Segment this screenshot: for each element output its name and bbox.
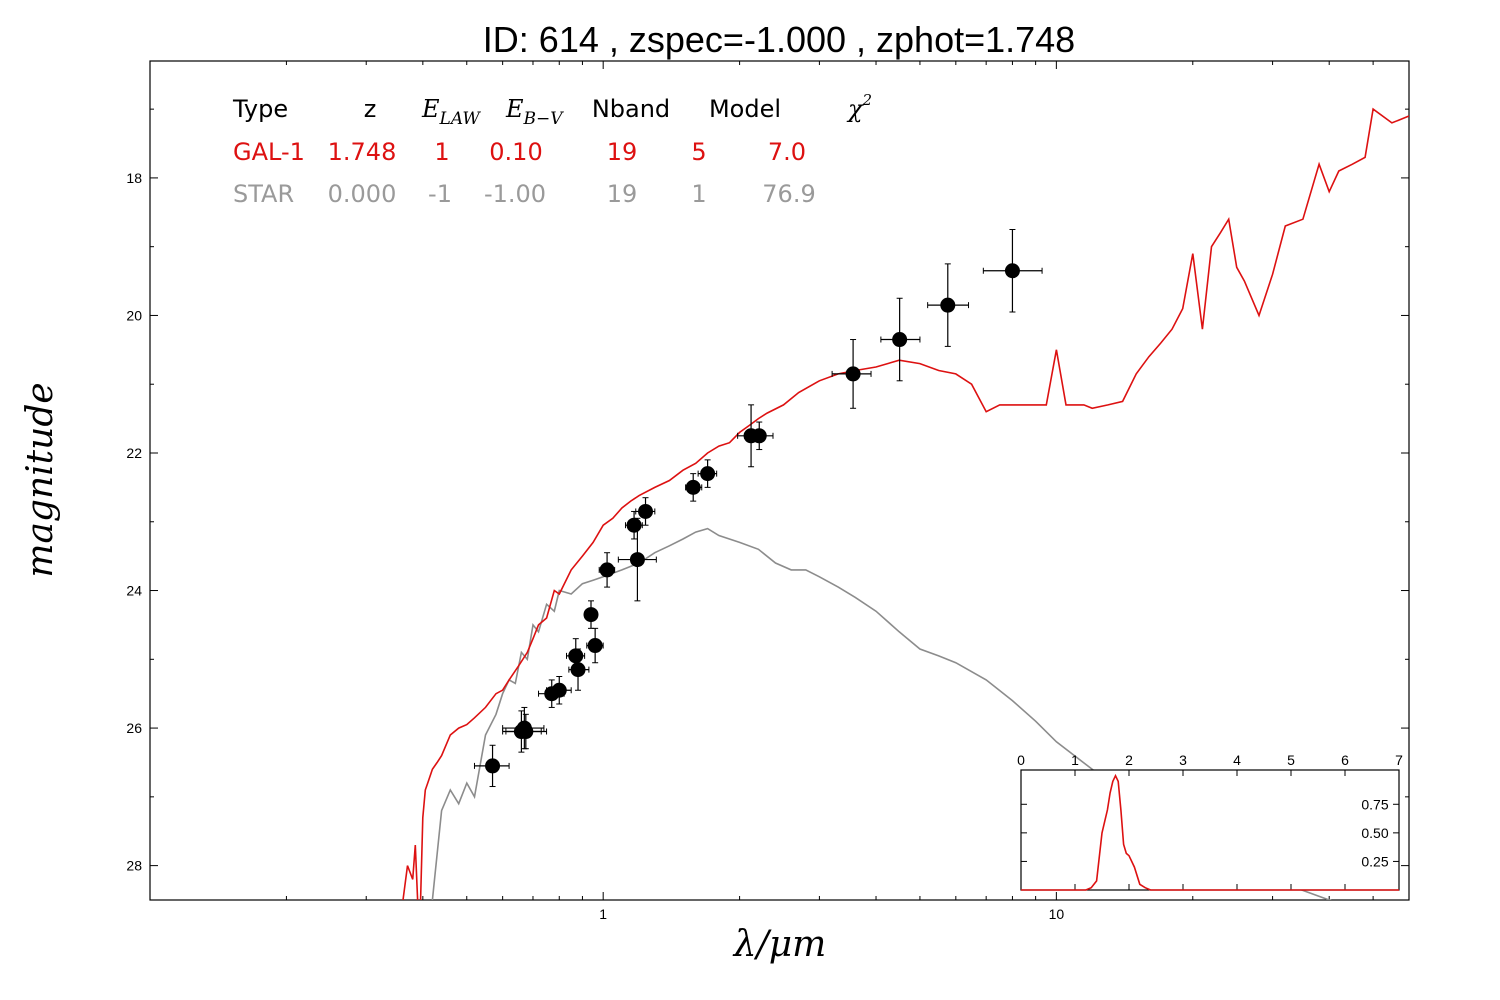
y-tick-label: 22 [126, 445, 142, 461]
data-point [1004, 263, 1020, 279]
photometry-point [598, 552, 616, 588]
photometry-points [473, 228, 1043, 788]
data-point [551, 682, 567, 698]
star-z: 0.000 [328, 180, 397, 208]
galaxy-type: GAL-1 [233, 138, 305, 166]
data-point [845, 366, 861, 382]
star-chi2: 76.9 [762, 180, 815, 208]
data-point [626, 517, 642, 533]
star-elaw: -1 [428, 180, 452, 208]
pdz-curve [1021, 773, 1399, 891]
data-point [638, 503, 654, 519]
photometry-point [635, 497, 656, 526]
galaxy-nband: 19 [607, 138, 638, 166]
star-model: 1 [691, 180, 706, 208]
data-point [599, 562, 615, 578]
photometry-point [566, 638, 586, 674]
photometry-point [685, 473, 703, 502]
data-point [629, 552, 645, 568]
pdz-inset: 0 1 2 3 4 5 6 7 0.25 0.50 0.75 [1017, 752, 1403, 891]
inset-x-tick-label: 0 [1017, 752, 1025, 768]
inset-y-tick-label: 0.25 [1361, 853, 1388, 869]
header-z: z [364, 95, 377, 123]
header-type: Type [232, 95, 288, 123]
star-template-line [431, 527, 1332, 900]
inset-x-tick-label: 6 [1341, 752, 1349, 768]
data-point [513, 724, 529, 740]
header-chi2: χ2 [846, 91, 872, 123]
header-ebv: EB−V [505, 95, 564, 129]
data-point [892, 332, 908, 348]
photometry-point [831, 339, 872, 409]
photometry-point [982, 228, 1043, 313]
photometry-point [473, 744, 510, 788]
star-nband: 19 [607, 180, 638, 208]
x-tick-label: 1 [599, 906, 607, 922]
row-galaxy: GAL-1 1.748 1 0.10 19 5 7.0 [233, 138, 806, 166]
photometry-point [568, 648, 590, 691]
inset-x-tick-label: 3 [1179, 752, 1187, 768]
plot-frame [149, 60, 1410, 901]
y-tick-label: 28 [126, 858, 142, 874]
inset-x-tick-label: 7 [1395, 752, 1403, 768]
row-star: STAR 0.000 -1 -1.00 19 1 76.9 [233, 180, 816, 208]
chart-title: ID: 614 , zspec=-1.000 , zphot=1.748 [483, 19, 1075, 60]
header-model: Model [709, 95, 781, 123]
galaxy-template-line [402, 107, 1409, 900]
x-tick-label: 10 [1049, 906, 1065, 922]
x-axis-label: λ/μm [732, 924, 826, 965]
photometry-point [502, 710, 542, 753]
x-axis-ticks: 1 10 [149, 61, 1410, 922]
photometry-point [880, 297, 921, 382]
galaxy-ebv: 0.10 [489, 138, 542, 166]
galaxy-chi2: 7.0 [768, 138, 806, 166]
star-ebv: -1.00 [484, 180, 546, 208]
header-elaw: ELAW [421, 95, 481, 129]
photometry-point [927, 263, 970, 347]
data-point [570, 662, 586, 678]
photometry-point [697, 459, 718, 488]
data-point [485, 758, 501, 774]
data-point [587, 638, 603, 654]
data-point [940, 297, 956, 313]
photometry-point [743, 421, 774, 451]
y-tick-label: 24 [126, 583, 142, 599]
data-point [568, 648, 584, 664]
inset-frame [1020, 769, 1400, 891]
inset-x-tick-label: 1 [1071, 752, 1079, 768]
photometry-point [546, 675, 572, 705]
galaxy-elaw: 1 [434, 138, 449, 166]
data-point [583, 607, 599, 623]
galaxy-model: 5 [691, 138, 706, 166]
header-nband: Nband [592, 95, 670, 123]
star-type: STAR [233, 180, 294, 208]
y-axis-label: magnitude [20, 382, 61, 577]
data-point [751, 428, 767, 444]
galaxy-z: 1.748 [328, 138, 397, 166]
photometry-point [583, 600, 599, 629]
data-point [700, 466, 716, 482]
y-tick-label: 26 [126, 720, 142, 736]
y-tick-label: 18 [126, 170, 142, 186]
photometry-point [586, 627, 604, 664]
inset-x-tick-label: 5 [1287, 752, 1295, 768]
y-tick-label: 20 [126, 307, 142, 323]
inset-ticks: 0 1 2 3 4 5 6 7 0.25 0.50 0.75 [1017, 752, 1403, 890]
photometry-point [617, 517, 657, 602]
fit-results-table: Type z ELAW EB−V Nband Model χ2 GAL-1 1.… [232, 91, 872, 208]
data-point [685, 479, 701, 495]
inset-y-tick-label: 0.75 [1361, 796, 1388, 812]
inset-x-tick-label: 4 [1233, 752, 1241, 768]
inset-y-tick-label: 0.50 [1361, 825, 1388, 841]
inset-x-tick-label: 2 [1125, 752, 1133, 768]
